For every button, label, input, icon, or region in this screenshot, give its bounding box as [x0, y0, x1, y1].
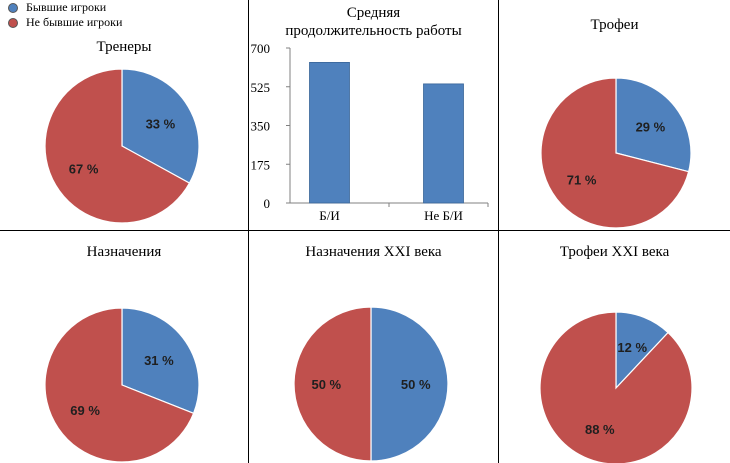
- legend-label-former-players: Бывшие игроки: [26, 0, 107, 14]
- vertical-divider-right-top: [498, 0, 499, 231]
- pie-slice-former-players: [370, 306, 449, 462]
- legend-label-non-players: Не бывшие игроки: [26, 15, 123, 29]
- pie-slice-non-players: [539, 311, 693, 463]
- legend-swatch-former-players: [8, 2, 18, 13]
- vertical-divider-left-top: [248, 0, 249, 231]
- pie-slice-non-players: [540, 77, 690, 229]
- legend-item-former-players: Бывшие игроки: [2, 0, 122, 15]
- pie-label-former-players: 12 %: [617, 340, 647, 355]
- pie-slice-former-players: [121, 68, 200, 184]
- legend-swatch-non-players: [8, 17, 18, 28]
- bar-y-tick-label: 175: [251, 157, 271, 172]
- pie-label-former-players: 50 %: [401, 377, 431, 392]
- pie-slice-non-players: [44, 68, 191, 224]
- vertical-divider-right-bottom: [498, 231, 499, 463]
- bar-y-tick-label: 350: [251, 119, 271, 134]
- bar-category-label: Не Б/И: [424, 208, 463, 223]
- pie-slice-non-players: [293, 306, 372, 462]
- bar-title-avg-tenure: Средняя продолжительность работы: [249, 4, 498, 40]
- pie-slice-non-players: [44, 307, 195, 463]
- pie-title-trophies-21c: Трофеи XXI века: [559, 244, 670, 260]
- legend-item-non-players: Не бывшие игроки: [2, 15, 122, 30]
- bar-title-line-1: Средняя: [346, 5, 401, 21]
- pie-label-non-players: 67 %: [69, 162, 99, 177]
- pie-label-non-players: 50 %: [311, 377, 341, 392]
- legend: Бывшие игроки Не бывшие игроки: [2, 0, 122, 30]
- pie-slice-former-players: [121, 307, 200, 415]
- pie-label-former-players: 33 %: [146, 116, 176, 131]
- pie-slice-former-players: [615, 311, 669, 390]
- horizontal-divider: [0, 230, 730, 231]
- pie-slice-former-players: [615, 77, 692, 173]
- pie-title-trophies: Трофеи: [590, 17, 639, 33]
- bar-y-tick-label: 700: [251, 41, 271, 56]
- pie-label-former-players: 31 %: [144, 353, 174, 368]
- pie-label-non-players: 71 %: [567, 173, 597, 188]
- bar-б-и: [309, 62, 350, 204]
- vertical-divider-left-bottom: [248, 231, 249, 463]
- pie-title-appointments-21c: Назначения XXI века: [305, 244, 442, 260]
- bar-title-line-2: продолжительность работы: [285, 23, 462, 39]
- pie-title-coaches: Тренеры: [96, 39, 152, 55]
- pie-label-former-players: 29 %: [636, 119, 666, 134]
- bar-не-б-и: [423, 83, 464, 204]
- bar-y-tick-label: 0: [264, 196, 271, 211]
- pie-label-non-players: 69 %: [70, 403, 100, 418]
- bar-y-tick-label: 525: [251, 80, 271, 95]
- bar-category-label: Б/И: [319, 208, 339, 223]
- pie-title-appointments: Назначения: [86, 244, 162, 260]
- pie-label-non-players: 88 %: [585, 422, 615, 437]
